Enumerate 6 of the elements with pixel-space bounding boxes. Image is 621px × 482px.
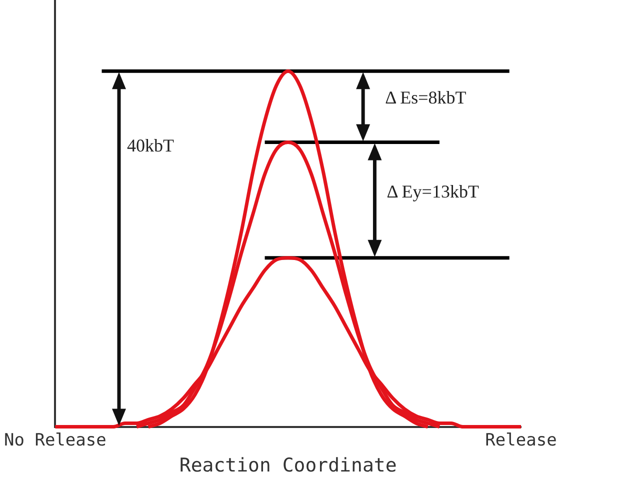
x-tick-label: No Release [4, 430, 106, 450]
annotation: 40kbT [126, 135, 174, 156]
annotation: Δ Ey=13kbT [386, 181, 479, 202]
annotation: Δ Es=8kbT [385, 88, 466, 109]
x-tick-label: Release [485, 430, 557, 450]
x-axis-title: Reaction Coordinate [179, 454, 397, 477]
